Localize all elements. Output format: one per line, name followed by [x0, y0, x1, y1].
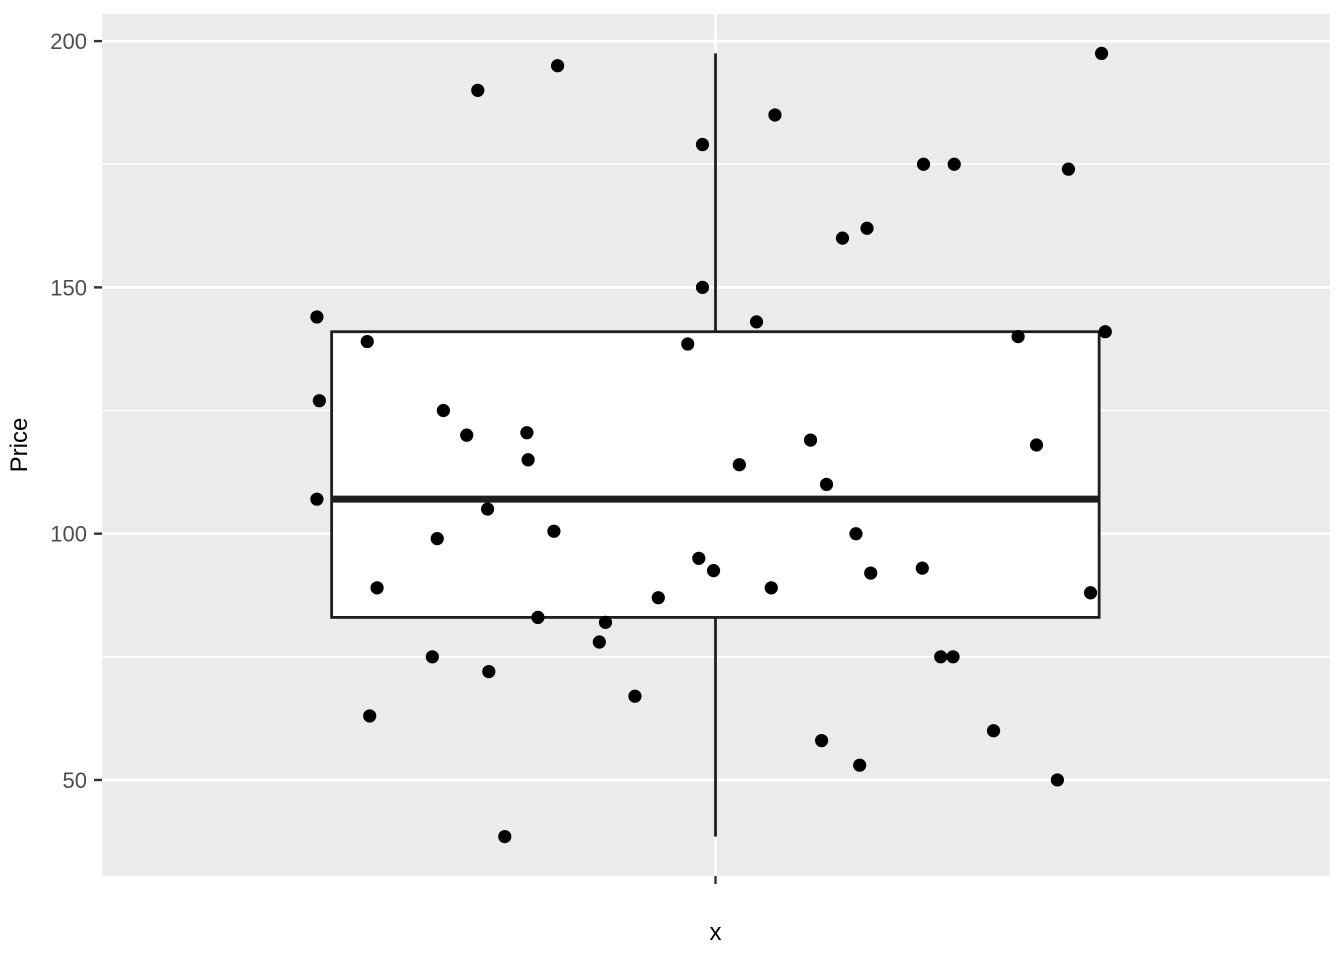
jitter-point: [628, 689, 642, 703]
jitter-point: [934, 650, 948, 664]
jitter-point: [947, 157, 961, 171]
jitter-point: [310, 310, 324, 324]
jitter-point: [547, 524, 561, 538]
jitter-point: [915, 561, 929, 575]
jitter-point: [1029, 438, 1044, 452]
y-tick-label: 150: [50, 275, 87, 300]
jitter-point: [480, 502, 495, 516]
jitter-point: [531, 610, 545, 625]
jitter-point: [695, 137, 710, 152]
jitter-point: [681, 337, 695, 351]
jitter-point: [864, 566, 878, 580]
jitter-point: [1098, 325, 1112, 339]
jitter-point: [986, 724, 1001, 738]
jitter-point: [598, 615, 613, 629]
jitter-point: [460, 428, 474, 442]
jitter-point: [764, 581, 778, 595]
chart-layer: 50 100 150 200: [50, 14, 1330, 884]
jitter-point: [946, 650, 960, 664]
jitter-point: [370, 581, 384, 595]
jitter-point: [695, 280, 710, 294]
jitter-point: [363, 709, 377, 723]
jitter-point: [1050, 773, 1064, 787]
jitter-point: [312, 394, 326, 408]
jitter-point: [706, 564, 721, 578]
y-tick-label: 200: [50, 29, 87, 54]
jitter-point: [815, 733, 829, 748]
jitter-point: [768, 108, 782, 122]
jitter-point: [430, 531, 444, 546]
jitter-point: [853, 758, 867, 772]
jitter-point: [732, 458, 746, 472]
jitter-point: [425, 650, 439, 664]
y-tick-label: 50: [63, 768, 87, 793]
x-axis-title: x: [710, 919, 722, 946]
jitter-point: [860, 221, 874, 235]
jitter-point: [521, 453, 535, 467]
jitter-point: [520, 426, 534, 440]
jitter-point: [1061, 162, 1076, 176]
jitter-point: [819, 477, 834, 492]
jitter-point: [1011, 330, 1025, 344]
jitter-point: [835, 231, 850, 245]
y-tick-label: 100: [50, 522, 87, 547]
jitter-point: [310, 492, 324, 506]
jitter-point: [498, 829, 512, 844]
jitter-point: [749, 315, 764, 329]
jitter-point: [550, 59, 565, 73]
jitter-point: [592, 635, 606, 649]
jitter-point: [1083, 586, 1098, 600]
jitter-point: [471, 83, 485, 97]
y-axis-title: Price: [6, 418, 33, 473]
jitter-point: [803, 433, 818, 447]
jitter-point: [1094, 46, 1109, 61]
jitter-point: [482, 664, 496, 679]
jitter-point: [436, 403, 450, 418]
jitter-point: [916, 157, 931, 171]
jitter-point: [692, 551, 706, 565]
jitter-point: [651, 591, 665, 605]
jitter-point: [849, 527, 863, 541]
jitter-point: [360, 334, 374, 349]
